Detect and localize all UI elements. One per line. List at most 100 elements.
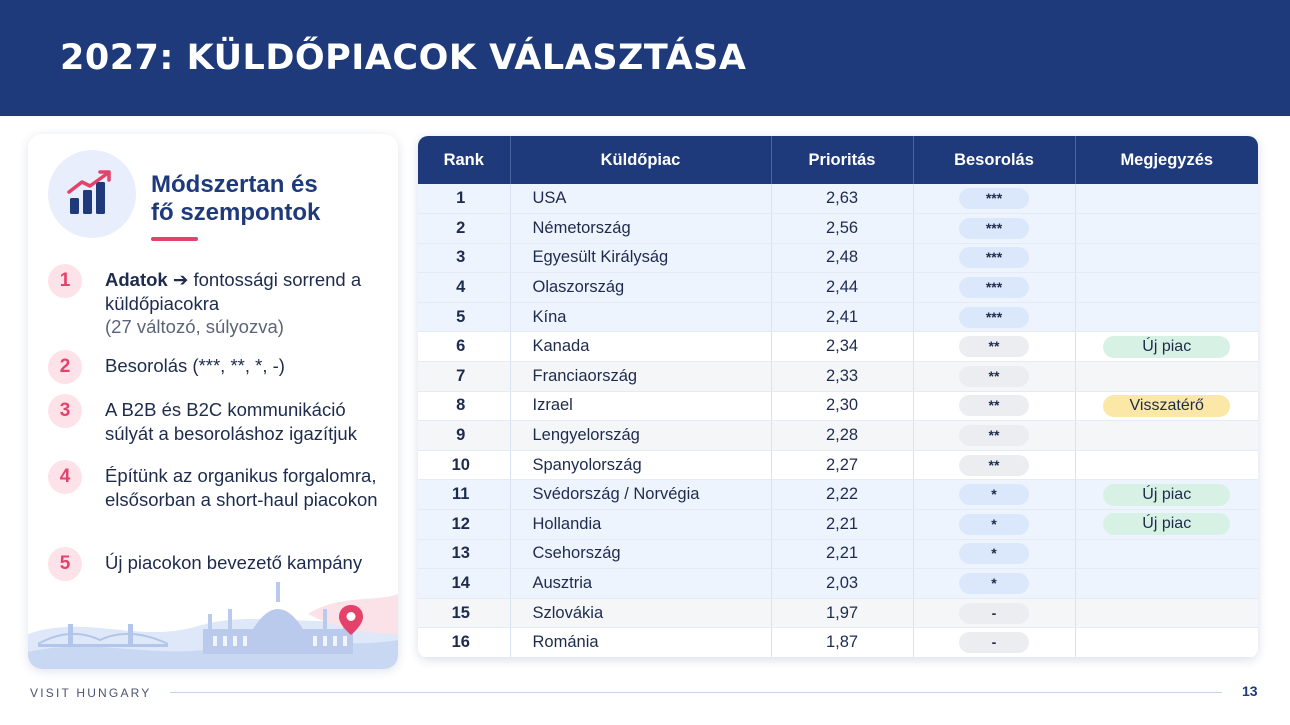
table-row: 8 Izrael 2,30 ** Visszatérő <box>418 391 1258 422</box>
location-pin-icon <box>339 605 363 635</box>
page-title: 2027: KÜLDŐPIACOK VÁLASZTÁSA <box>60 38 747 78</box>
classification-badge: *** <box>959 306 1029 328</box>
note-cell <box>1075 568 1258 599</box>
note-badge: Új piac <box>1103 483 1231 506</box>
step-text: Építünk az organikus forgalomra, elsősor… <box>105 465 378 510</box>
methodology-title: Módszertan és fő szempontok <box>151 171 321 226</box>
priority-cell: 2,03 <box>771 568 914 599</box>
classification-badge: *** <box>959 217 1029 239</box>
classification-badge: *** <box>959 188 1029 210</box>
note-cell <box>1075 213 1258 244</box>
market-cell: Izrael <box>510 391 772 422</box>
classification-badge: - <box>959 602 1029 624</box>
market-cell: Szlovákia <box>510 598 772 629</box>
note-badge: Visszatérő <box>1103 394 1231 417</box>
note-cell: Visszatérő <box>1075 391 1258 422</box>
priority-cell: 2,41 <box>771 302 914 333</box>
column-header-priority: Prioritás <box>771 136 914 184</box>
table-row: 15 Szlovákia 1,97 - <box>418 598 1258 629</box>
classification-cell: *** <box>913 272 1076 303</box>
note-cell <box>1075 450 1258 481</box>
note-badge: Új piac <box>1103 335 1231 358</box>
table-row: 16 Románia 1,87 - <box>418 627 1258 658</box>
rank-cell: 13 <box>418 539 511 570</box>
step-text: Új piacokon bevezető kampány <box>105 552 363 573</box>
priority-cell: 2,56 <box>771 213 914 244</box>
note-cell <box>1075 627 1258 658</box>
table-row: 13 Csehország 2,21 * <box>418 539 1258 570</box>
step-number: 3 <box>48 394 82 428</box>
classification-cell: ** <box>913 391 1076 422</box>
rank-cell: 6 <box>418 331 511 363</box>
step-text: A B2B és B2C kommunikáció súlyát a besor… <box>105 399 357 444</box>
priority-cell: 2,28 <box>771 420 914 451</box>
rank-cell: 8 <box>418 391 511 422</box>
priority-cell: 2,21 <box>771 509 914 540</box>
classification-badge: - <box>959 632 1029 654</box>
market-cell: Ausztria <box>510 568 772 599</box>
classification-cell: * <box>913 568 1076 599</box>
market-cell: Lengyelország <box>510 420 772 451</box>
priority-cell: 2,44 <box>771 272 914 303</box>
classification-cell: *** <box>913 243 1076 274</box>
priority-cell: 2,30 <box>771 391 914 422</box>
priority-cell: 1,97 <box>771 598 914 629</box>
table-row: 3 Egyesült Királyság 2,48 *** <box>418 243 1258 274</box>
market-cell: Csehország <box>510 539 772 570</box>
rank-cell: 3 <box>418 243 511 274</box>
footer-brand: VISIT HUNGARY <box>30 686 152 700</box>
note-cell <box>1075 539 1258 570</box>
methodology-card: Módszertan és fő szempontok 1 Adatok ➔ f… <box>28 134 398 669</box>
market-cell: Hollandia <box>510 509 772 540</box>
priority-cell: 2,33 <box>771 361 914 392</box>
note-cell <box>1075 598 1258 629</box>
table-row: 1 USA 2,63 *** <box>418 184 1258 215</box>
growth-chart-icon <box>48 150 136 238</box>
market-cell: Kanada <box>510 331 772 363</box>
classification-badge: * <box>959 573 1029 595</box>
market-cell: Németország <box>510 213 772 244</box>
classification-badge: * <box>959 543 1029 565</box>
market-cell: USA <box>510 184 772 215</box>
classification-cell: *** <box>913 302 1076 333</box>
classification-cell: ** <box>913 420 1076 451</box>
note-cell: Új piac <box>1075 509 1258 540</box>
rank-cell: 5 <box>418 302 511 333</box>
priority-cell: 2,21 <box>771 539 914 570</box>
table-row: 12 Hollandia 2,21 * Új piac <box>418 509 1258 540</box>
priority-cell: 2,22 <box>771 479 914 511</box>
note-cell: Új piac <box>1075 479 1258 511</box>
table-body: 1 USA 2,63 *** 2 Németország 2,56 *** 3 Egyesült … <box>418 184 1258 658</box>
classification-badge: ** <box>959 454 1029 476</box>
step-number: 5 <box>48 547 82 581</box>
footer-divider <box>170 692 1222 693</box>
classification-badge: ** <box>959 336 1029 358</box>
classification-cell: - <box>913 627 1076 658</box>
classification-badge: * <box>959 513 1029 535</box>
page-number: 13 <box>1242 683 1258 699</box>
note-cell <box>1075 272 1258 303</box>
classification-cell: *** <box>913 213 1076 244</box>
classification-badge: ** <box>959 395 1029 417</box>
table-row: 11 Svédország / Norvégia 2,22 * Új piac <box>418 479 1258 511</box>
note-cell <box>1075 420 1258 451</box>
rank-cell: 4 <box>418 272 511 303</box>
classification-badge: *** <box>959 277 1029 299</box>
table-row: 2 Németország 2,56 *** <box>418 213 1258 244</box>
table-row: 9 Lengyelország 2,28 ** <box>418 420 1258 451</box>
classification-cell: * <box>913 539 1076 570</box>
rank-cell: 1 <box>418 184 511 215</box>
rank-cell: 16 <box>418 627 511 658</box>
rank-cell: 9 <box>418 420 511 451</box>
classification-cell: * <box>913 479 1076 511</box>
classification-badge: *** <box>959 247 1029 269</box>
classification-cell: ** <box>913 361 1076 392</box>
classification-cell: *** <box>913 184 1076 215</box>
market-cell: Olaszország <box>510 272 772 303</box>
note-cell <box>1075 184 1258 215</box>
step-text: Besorolás (***, **, *, -) <box>105 355 285 376</box>
step-number: 4 <box>48 460 82 494</box>
market-ranking-table: Rank Küldőpiac Prioritás Besorolás Megje… <box>418 136 1258 658</box>
priority-cell: 2,63 <box>771 184 914 215</box>
rank-cell: 12 <box>418 509 511 540</box>
